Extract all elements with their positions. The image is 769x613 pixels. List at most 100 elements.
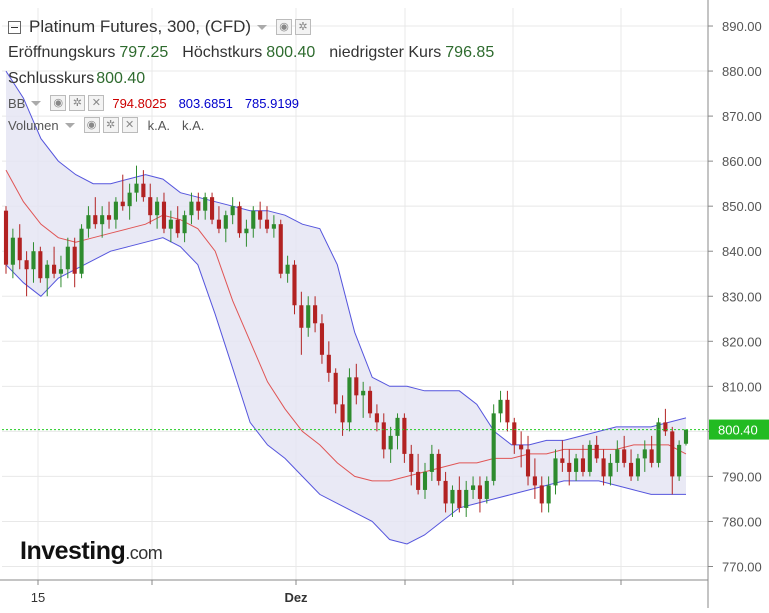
candle-body [409, 453, 414, 472]
candle-body [52, 264, 57, 274]
candle-body [642, 449, 647, 459]
candle-body [471, 485, 476, 490]
bb-dropdown-icon[interactable] [31, 100, 42, 106]
candle-body [24, 260, 29, 270]
candle-body [258, 210, 263, 220]
candle-body [333, 372, 338, 405]
candle-body [402, 417, 407, 454]
candle-body [120, 201, 125, 207]
candle-body [422, 471, 428, 490]
candle-body [367, 390, 373, 414]
candle-body [416, 471, 421, 490]
y-tick-label: 790.00 [722, 469, 762, 484]
candle-body [155, 201, 160, 216]
candle-body [505, 399, 510, 423]
candle-body [45, 264, 50, 279]
ohlc-row-2: Schlusskurs 800.40 [8, 66, 508, 92]
volume-value-2: k.A. [182, 117, 205, 133]
bb-middle-value: 794.8025 [112, 95, 167, 111]
candle-body [106, 215, 112, 220]
bb-lower-line [5, 237, 686, 545]
candle-body [519, 444, 524, 450]
y-tick-label: 850.00 [722, 199, 762, 214]
candle-body [381, 422, 386, 450]
y-tick-label: 810.00 [722, 379, 762, 394]
candle-body [244, 228, 249, 234]
candle-body [326, 354, 331, 373]
candle-body [86, 215, 91, 229]
candle-body [539, 485, 544, 504]
high-value: 800.40 [266, 44, 316, 61]
y-tick-label: 830.00 [722, 289, 762, 304]
bb-close-icon[interactable]: ✕ [88, 95, 105, 111]
chart-title: Platinum Futures, 300, (CFD) [29, 17, 252, 36]
candle-body [525, 449, 531, 477]
bb-upper-line [5, 70, 687, 446]
bb-eye-icon[interactable]: ◉ [50, 95, 67, 111]
candle-body [319, 323, 325, 355]
candle-body [663, 422, 668, 432]
candle-body [388, 435, 393, 450]
candle-body [292, 264, 297, 306]
candle-body [168, 219, 173, 229]
investing-logo: Investing.com [20, 537, 163, 566]
candle-body [436, 453, 441, 481]
title-dropdown-icon[interactable] [257, 24, 268, 30]
bb-middle-line [5, 169, 687, 482]
y-tick-label: 840.00 [722, 244, 762, 259]
candle-body [127, 192, 132, 207]
visibility-eye-icon[interactable]: ◉ [276, 19, 293, 35]
candle-body [17, 237, 22, 261]
candle-body [656, 422, 661, 463]
candles [3, 165, 689, 517]
low-label: niedrigster Kurs [329, 44, 442, 61]
open-value: 797.25 [119, 44, 169, 61]
candle-body [567, 462, 572, 472]
candle-body [161, 201, 167, 229]
candle-body [79, 228, 84, 274]
candle-body [683, 429, 689, 444]
candle-body [251, 210, 256, 229]
y-tick-label: 890.00 [722, 19, 762, 34]
candle-body [38, 251, 43, 279]
candle-body [72, 246, 77, 274]
bb-gear-icon[interactable]: ✲ [69, 95, 86, 111]
candle-body [113, 201, 118, 220]
high-label: Höchstkurs [182, 44, 263, 61]
volume-value-1: k.A. [147, 117, 170, 133]
volume-gear-icon[interactable]: ✲ [102, 117, 119, 133]
candle-body [223, 215, 228, 229]
volume-dropdown-icon[interactable] [64, 122, 75, 128]
volume-label: Volumen [8, 117, 59, 133]
collapse-icon[interactable] [8, 20, 21, 34]
candle-body [203, 197, 208, 211]
candle-body [182, 215, 187, 234]
candle-body [10, 237, 15, 265]
candle-body [546, 485, 551, 504]
candle-body [450, 489, 455, 504]
candle-body [677, 444, 682, 477]
bb-label: BB [8, 95, 26, 111]
candle-body [580, 458, 586, 472]
candle-body [395, 417, 400, 436]
volume-close-icon[interactable]: ✕ [121, 117, 138, 133]
volume-eye-icon[interactable]: ◉ [83, 117, 100, 133]
bollinger-band [5, 70, 687, 545]
close-label: Schlusskurs [8, 70, 95, 87]
candle-body [299, 305, 304, 328]
candle-body [93, 215, 98, 225]
candle-body [670, 431, 675, 477]
candle-body [553, 458, 558, 486]
candle-body [484, 480, 489, 499]
candle-body [374, 413, 379, 423]
current-price-label: 800.40 [718, 423, 758, 438]
ohlc-row-1: Eröffnungskurs 797.25 Höchstkurs 800.40 … [8, 40, 508, 66]
candle-body [347, 377, 352, 423]
settings-gear-icon[interactable]: ✲ [295, 19, 312, 35]
candle-body [498, 399, 503, 414]
candle-body [635, 458, 640, 477]
candle-body [628, 462, 634, 477]
